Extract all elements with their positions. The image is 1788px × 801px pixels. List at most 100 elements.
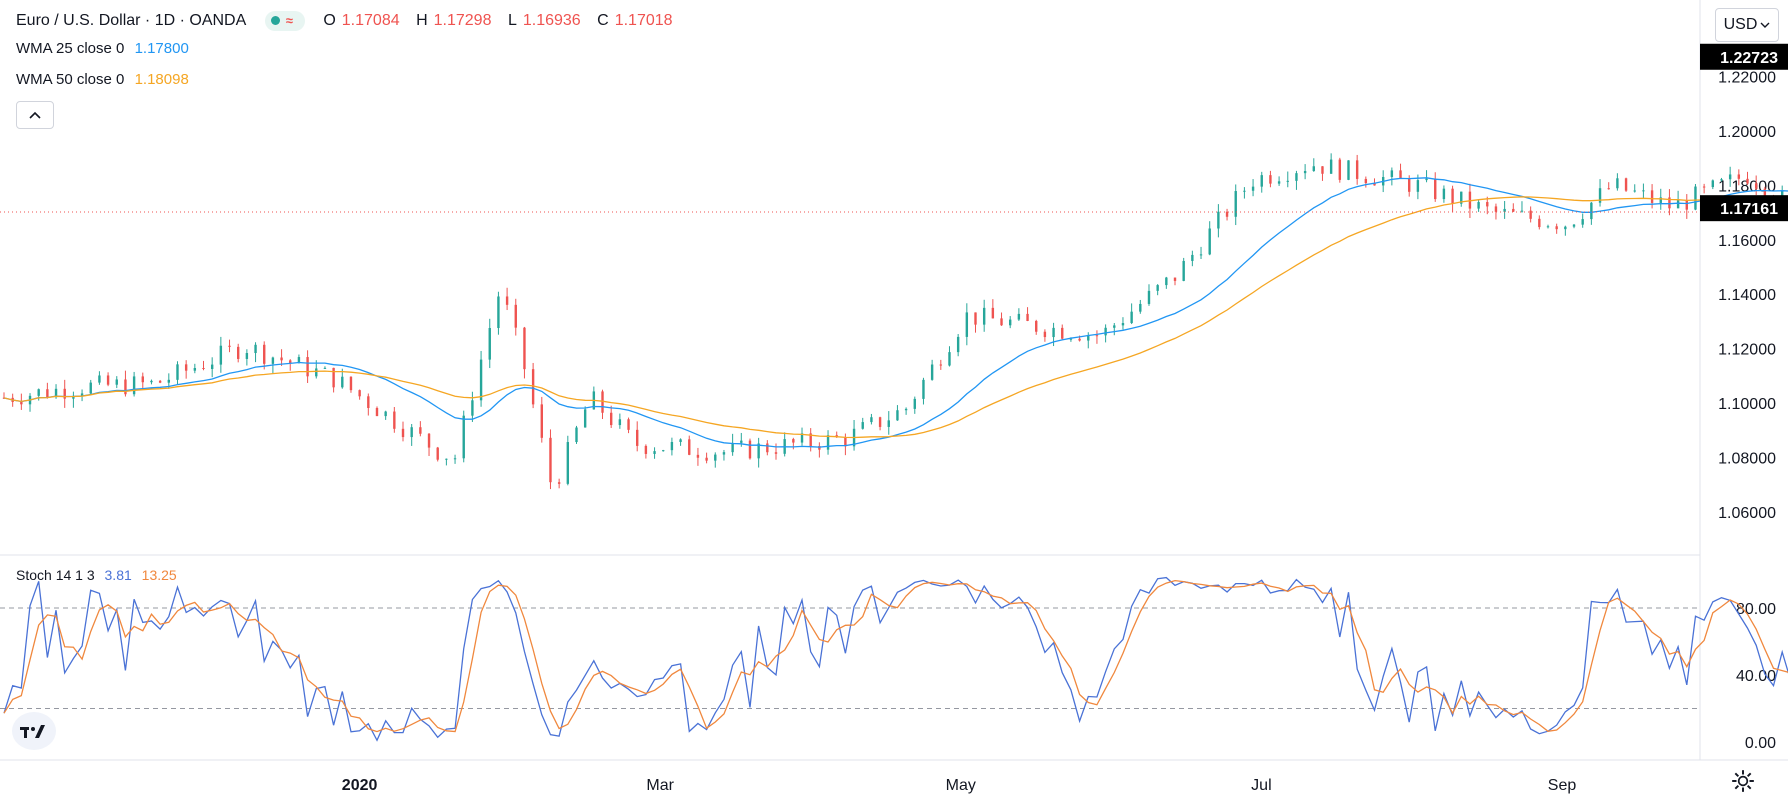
candle-body xyxy=(1008,319,1012,326)
tradingview-logo[interactable] xyxy=(12,712,56,750)
candle-body xyxy=(80,393,84,396)
candle-body xyxy=(1017,313,1021,320)
candle-body xyxy=(1720,179,1723,181)
candle-body xyxy=(1564,226,1567,230)
candle-body xyxy=(922,379,925,399)
stoch-k-value: 3.81 xyxy=(104,567,132,583)
candle-body xyxy=(601,391,604,413)
candle-body xyxy=(1408,178,1411,192)
wma25-line xyxy=(3,177,1788,448)
candle-body xyxy=(1754,183,1758,189)
candle-body xyxy=(688,439,691,455)
candle-body xyxy=(705,457,708,461)
candle-body xyxy=(662,450,665,452)
candle-body xyxy=(1139,303,1142,312)
high-value: 1.17298 xyxy=(433,12,492,30)
price-tick-label: 1.20000 xyxy=(1718,124,1776,141)
low-label: L xyxy=(507,12,517,30)
stoch-d-value: 13.25 xyxy=(141,567,177,583)
candle-body xyxy=(644,445,648,454)
candle-body xyxy=(792,439,795,443)
candle-body xyxy=(1512,208,1515,212)
collapse-legend-button[interactable] xyxy=(16,101,54,129)
candle-body xyxy=(1633,190,1636,192)
candle-body xyxy=(1329,159,1333,174)
candle-body xyxy=(1026,313,1029,321)
candle-body xyxy=(974,312,977,325)
candle-body xyxy=(1520,210,1524,212)
candle-body xyxy=(349,376,353,391)
price-tick-label: 1.16000 xyxy=(1718,233,1776,250)
candle-body xyxy=(1121,323,1125,326)
candle-body xyxy=(289,360,292,364)
candle-body xyxy=(1147,290,1151,304)
candle-body xyxy=(1095,335,1099,337)
price-tick-label: 1.14000 xyxy=(1718,287,1776,304)
candle-body xyxy=(1728,174,1732,180)
candle-body xyxy=(1243,190,1246,192)
candle-body xyxy=(1668,197,1671,209)
candle-body xyxy=(1546,226,1550,228)
candle-body xyxy=(1130,311,1133,324)
wma25-legend[interactable]: WMA 25 close 0 1.17800 xyxy=(16,40,195,57)
candle-body xyxy=(800,433,804,443)
candle-body xyxy=(1234,191,1237,217)
candle-body xyxy=(219,345,223,365)
chevron-down-icon xyxy=(1760,22,1770,28)
candle-body xyxy=(887,420,890,427)
candle-body xyxy=(1165,277,1168,286)
candle-body xyxy=(393,411,396,429)
candle-body xyxy=(1173,277,1177,281)
market-open-icon xyxy=(270,16,280,25)
market-status-pill[interactable]: ≈ xyxy=(264,11,305,31)
candle-body xyxy=(98,375,101,383)
price-tick-label: 1.22000 xyxy=(1718,69,1776,86)
wma50-label: WMA 50 close 0 xyxy=(16,71,125,88)
stoch-legend[interactable]: Stoch 14 1 3 3.81 13.25 xyxy=(16,567,183,583)
candle-body xyxy=(445,458,448,460)
candle-body xyxy=(575,427,578,443)
candle-body xyxy=(731,442,734,453)
close-label: C xyxy=(597,12,609,30)
candle-body xyxy=(124,379,127,395)
candle-body xyxy=(46,389,49,398)
candle-body xyxy=(939,364,943,366)
candle-body xyxy=(1191,254,1194,261)
candle-body xyxy=(1078,338,1081,341)
candle-body xyxy=(132,376,136,395)
wma50-legend[interactable]: WMA 50 close 0 1.18098 xyxy=(16,71,195,88)
settings-gear-icon[interactable] xyxy=(1730,768,1756,794)
candle-body xyxy=(72,395,75,399)
candle-body xyxy=(20,401,23,405)
time-tick-label: 2020 xyxy=(342,777,378,794)
candle-body xyxy=(1269,175,1272,184)
candle-body xyxy=(210,364,214,369)
candle-body xyxy=(965,312,969,337)
candle-body xyxy=(453,458,457,460)
candle-body xyxy=(341,376,344,388)
candle-body xyxy=(497,296,500,329)
candle-body xyxy=(1434,178,1437,200)
candle-body xyxy=(306,357,309,377)
open-label: O xyxy=(323,12,336,30)
candle-body xyxy=(1043,331,1047,338)
candle-body xyxy=(89,382,92,394)
candle-body xyxy=(271,357,275,364)
candle-body xyxy=(1208,228,1211,255)
candle-body xyxy=(167,379,171,383)
candle-body xyxy=(1295,173,1298,181)
replay-icon: ≈ xyxy=(285,13,293,28)
candle-body xyxy=(1061,327,1064,339)
candle-body xyxy=(1225,211,1229,217)
candle-body xyxy=(714,454,717,461)
symbol-legend: Euro / U.S. Dollar · 1D · OANDA ≈ O 1.170… xyxy=(16,11,685,31)
candle-body xyxy=(1303,170,1307,174)
candle-body xyxy=(1416,180,1420,192)
candle-body xyxy=(184,364,188,371)
candle-body xyxy=(549,437,552,483)
candle-body xyxy=(1538,218,1541,228)
currency-button[interactable]: USD xyxy=(1715,8,1779,42)
candle-body xyxy=(514,304,517,328)
candle-body xyxy=(618,419,622,426)
